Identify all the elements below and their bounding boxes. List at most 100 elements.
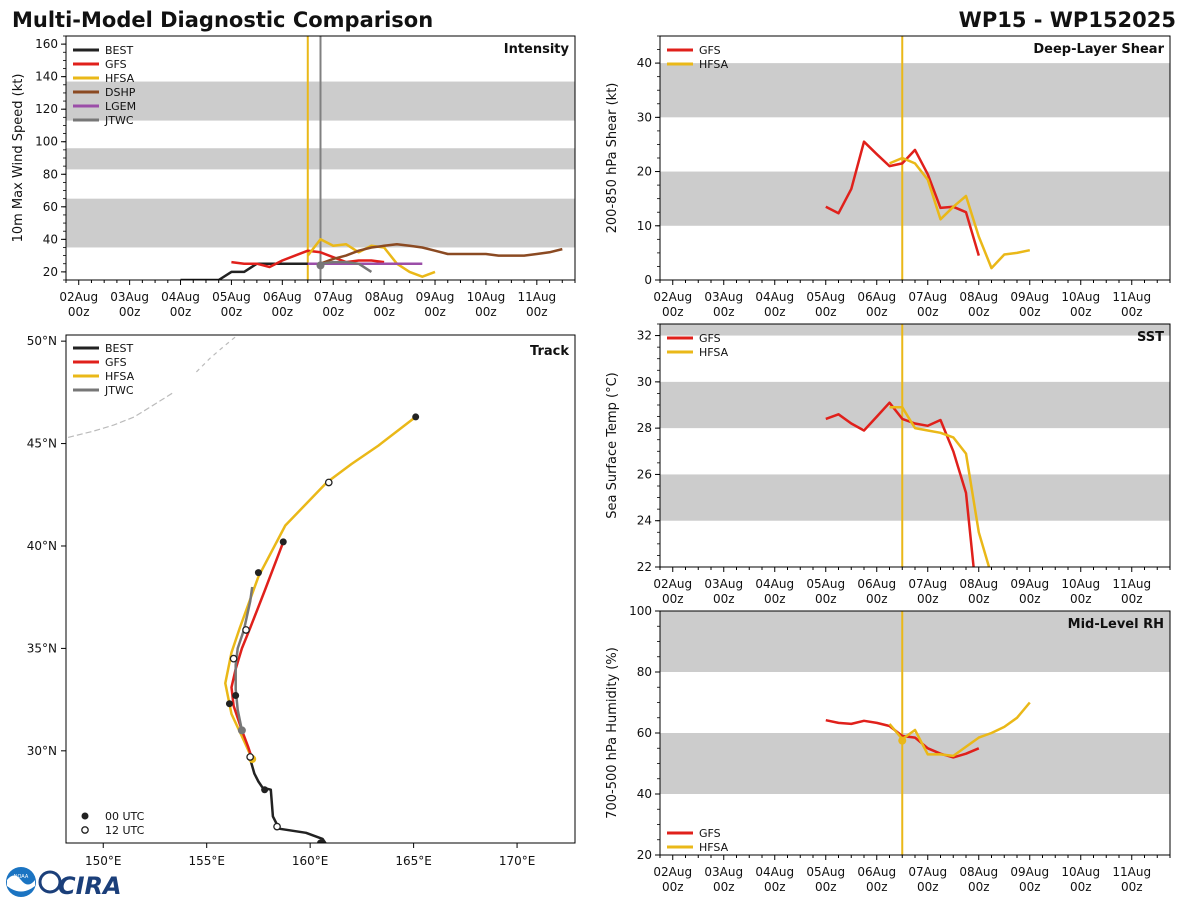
intensity-xtick-label-date: 08Aug: [365, 290, 404, 304]
rh-xtick-label-hour: 00z: [1121, 880, 1143, 894]
intensity-xtick-label-date: 10Aug: [467, 290, 506, 304]
rh-legend-label-gfs: GFS: [699, 827, 721, 840]
rh-ytick-label: 100: [629, 604, 652, 618]
intensity-series-jtwc: [320, 260, 373, 273]
track-ytick-label: 40°N: [27, 539, 57, 553]
sst-xtick-label-date: 04Aug: [755, 577, 794, 591]
track-legend-marker-12utc: [81, 826, 89, 834]
rh-panel: 02Aug00z03Aug00z04Aug00z05Aug00z06Aug00z…: [605, 604, 1171, 894]
intensity-series-dshp: [307, 242, 563, 265]
intensity-xtick-label-date: 02Aug: [59, 290, 98, 304]
track-frame: [65, 334, 576, 844]
intensity-ytick-label: 100: [35, 135, 58, 149]
sst-ytick-label: 30: [637, 375, 652, 389]
track-ytick-label: 45°N: [27, 437, 57, 451]
rh-xtick-label-date: 08Aug: [959, 865, 998, 879]
intensity-xtick-label-hour: 00z: [68, 305, 90, 319]
intensity-ytick-label: 160: [35, 37, 58, 51]
sst-legend-label-gfs: GFS: [699, 332, 721, 345]
track-series-best: [246, 754, 327, 843]
track-panel: 150°E 155°E 160°E 165°E 170°E 30°N 35°N 40°N 45°…: [27, 334, 576, 868]
shear-xtick-label-hour: 00z: [866, 305, 888, 319]
intensity-xtick-label-date: 07Aug: [314, 290, 353, 304]
sst-xtick-label-date: 06Aug: [857, 577, 896, 591]
shear-band-0: [660, 171, 1170, 226]
rh-xtick-label-date: 05Aug: [806, 865, 845, 879]
track-legend-marker-label: 12 UTC: [105, 824, 145, 837]
rh-xtick-label-date: 03Aug: [704, 865, 743, 879]
sst-xtick-label-hour: 00z: [1070, 592, 1092, 606]
shear-plot-area: [660, 36, 1170, 280]
figure-title: Multi-Model Diagnostic Comparison: [12, 8, 433, 32]
shear-xtick-label-date: 11Aug: [1112, 290, 1151, 304]
rh-xtick-label-date: 06Aug: [857, 865, 896, 879]
sst-xtick-label-hour: 00z: [968, 592, 990, 606]
rh-legend-label-hfsa: HFSA: [699, 841, 729, 854]
shear-xtick-label-date: 04Aug: [755, 290, 794, 304]
shear-xtick-label-hour: 00z: [917, 305, 939, 319]
track-ytick-label: 35°N: [27, 641, 57, 655]
noaa-logo-text: NOAA: [14, 874, 29, 880]
sst-xtick-label-date: 07Aug: [908, 577, 947, 591]
intensity-xtick-label-hour: 00z: [272, 305, 294, 319]
track-point-12utc: [246, 753, 255, 761]
shear-xtick-label-hour: 00z: [968, 305, 990, 319]
intensity-xtick-label-hour: 00z: [526, 305, 548, 319]
sst-plot-area: [660, 324, 1170, 567]
shear-ytick-label: 20: [637, 165, 652, 179]
sst-band-2: [660, 324, 1170, 336]
shear-ytick-label: 10: [637, 219, 652, 233]
sst-ytick-label: 26: [637, 467, 652, 481]
track-xtick-label: 150°E: [85, 854, 122, 868]
intensity-legend-label-gfs: GFS: [105, 58, 127, 71]
rh-ylabel: 700-500 hPa Humidity (%): [605, 647, 620, 819]
rh-xtick-label-date: 09Aug: [1010, 865, 1049, 879]
rh-xtick-label-hour: 00z: [815, 880, 837, 894]
shear-xtick-label-date: 02Aug: [653, 290, 692, 304]
sst-xtick-label-hour: 00z: [662, 592, 684, 606]
intensity-legend-label-best: BEST: [105, 44, 133, 57]
shear-xtick-label-date: 08Aug: [959, 290, 998, 304]
track-ytick-label: 50°N: [27, 334, 57, 348]
shear-ytick-label: 40: [637, 56, 652, 70]
intensity-marker-0: [316, 261, 325, 270]
track-legend-label-jtwc: JTWC: [104, 384, 134, 397]
intensity-legend-label-jtwc: JTWC: [104, 114, 134, 127]
sst-xtick-label-date: 11Aug: [1112, 577, 1151, 591]
intensity-panel: 02Aug00z03Aug00z04Aug00z05Aug00z06Aug00z…: [11, 35, 576, 319]
track-point-12utc: [229, 654, 238, 663]
intensity-series-hfsa: [306, 238, 436, 278]
rh-ytick-label: 40: [637, 787, 652, 801]
sst-title: SST: [1137, 330, 1164, 345]
shear-legend-label-hfsa: HFSA: [699, 58, 729, 71]
rh-xtick-label-date: 04Aug: [755, 865, 794, 879]
sst-ylabel: Sea Surface Temp (°C): [605, 372, 620, 519]
track-point-12utc: [273, 822, 281, 831]
rh-ytick-label: 20: [637, 848, 652, 862]
track-point-00utc: [279, 538, 287, 546]
rh-xtick-label-hour: 00z: [713, 880, 735, 894]
intensity-xtick-label-hour: 00z: [424, 305, 446, 319]
intensity-series-best: [180, 262, 321, 280]
cira-logo: CIRA: [38, 870, 122, 900]
rh-xtick-label-hour: 00z: [662, 880, 684, 894]
rh-xtick-label-hour: 00z: [1019, 880, 1041, 894]
track-series-gfs: [230, 541, 285, 760]
sst-xtick-label-date: 10Aug: [1061, 577, 1100, 591]
shear-xtick-label-date: 06Aug: [857, 290, 896, 304]
shear-xtick-label-date: 10Aug: [1061, 290, 1100, 304]
track-legend-label-best: BEST: [105, 342, 133, 355]
rh-title: Mid-Level RH: [1068, 617, 1164, 632]
intensity-title: Intensity: [504, 42, 570, 57]
shear-xtick-label-hour: 00z: [713, 305, 735, 319]
rh-xtick-label-date: 02Aug: [653, 865, 692, 879]
track-point-00utc: [317, 839, 324, 843]
intensity-ytick-label: 120: [35, 102, 58, 116]
shear-xtick-label-hour: 00z: [1070, 305, 1092, 319]
sst-xtick-label-date: 02Aug: [653, 577, 692, 591]
shear-series-hfsa: [889, 156, 1031, 270]
intensity-ytick-label: 20: [43, 265, 58, 279]
sst-ytick-label: 28: [637, 421, 652, 435]
track-plot-area: [67, 335, 420, 843]
